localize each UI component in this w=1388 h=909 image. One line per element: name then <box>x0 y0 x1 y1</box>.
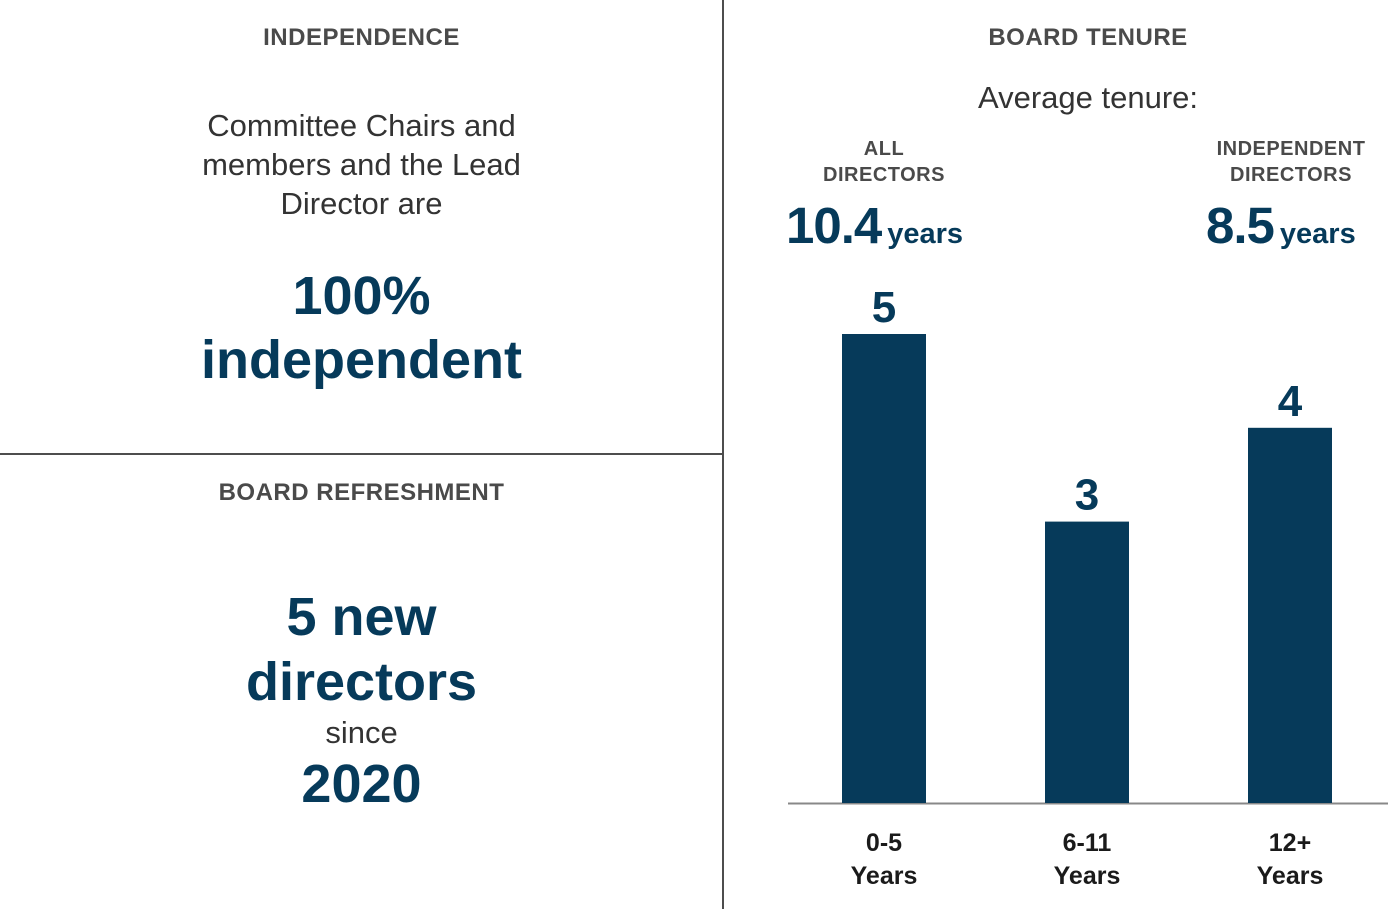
bar-value-label: 5 <box>872 283 896 332</box>
vertical-divider <box>722 0 724 909</box>
refreshment-title: BOARD REFRESHMENT <box>218 479 505 506</box>
description-line: Committee Chairs and <box>207 108 516 143</box>
all-directors-unit: years <box>887 218 964 250</box>
independent-directors-value: 8.5 <box>1206 197 1275 254</box>
independence-percent: 100% <box>292 266 431 326</box>
refreshment-directors: directors <box>245 652 478 712</box>
bar <box>842 334 926 803</box>
independent-directors-stat: 8.5 years <box>1206 196 1356 255</box>
x-tick-label: 12+ <box>1269 829 1311 857</box>
x-tick-label: 0-5 <box>866 829 902 857</box>
horizontal-divider <box>0 453 723 455</box>
description-line: members and the Lead <box>202 147 521 182</box>
all-directors-stat: 10.4 years <box>786 196 963 255</box>
independent-directors-label: INDEPENDENT DIRECTORS <box>1216 138 1366 186</box>
x-tick-label: Years <box>1257 862 1324 890</box>
x-tick-label: 6-11 <box>1063 829 1112 857</box>
independence-title: INDEPENDENCE <box>263 24 460 51</box>
bar <box>1045 521 1129 803</box>
refreshment-year: 2020 <box>301 754 422 814</box>
independence-description: Committee Chairs and members and the Lea… <box>0 106 723 223</box>
tenure-subtitle: Average tenure: <box>977 80 1199 115</box>
refreshment-count: 5 new <box>286 587 437 647</box>
bar-value-label: 3 <box>1075 471 1099 520</box>
tenure-title: BOARD TENURE <box>988 24 1188 51</box>
refreshment-since: since <box>325 715 398 750</box>
bar <box>1248 427 1332 803</box>
independence-word: independent <box>201 330 522 390</box>
description-line: Director are <box>280 186 443 221</box>
x-tick-label: Years <box>851 862 918 890</box>
tenure-bar-chart: 5 0-5 Years 3 6-11 Years 4 12+ Years <box>788 283 1388 890</box>
x-tick-label: Years <box>1054 862 1121 890</box>
all-directors-value: 10.4 <box>786 197 882 254</box>
independent-directors-unit: years <box>1279 218 1356 250</box>
independence-highlight: 100% independent <box>0 264 723 392</box>
all-directors-label: ALL DIRECTORS <box>823 138 945 186</box>
bar-value-label: 4 <box>1278 377 1303 426</box>
